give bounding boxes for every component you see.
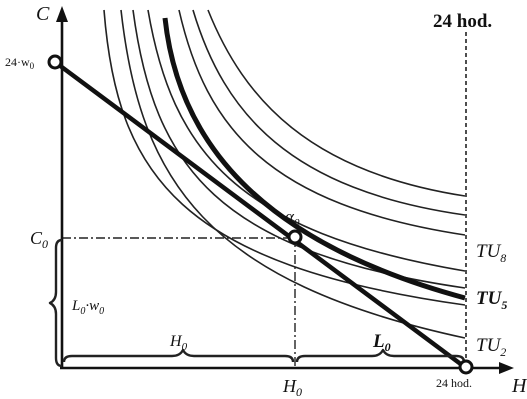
tu5-label: TU5 [476, 288, 507, 312]
indifference-curves [103, 9, 466, 339]
max-consumption-point [47, 54, 63, 70]
optimum-label: α0 [285, 207, 300, 229]
hours-title: 24 hod. [433, 11, 492, 32]
max-consumption-label: 24·w0 [5, 55, 35, 71]
indifference-curve-6 [178, 9, 466, 236]
indifference-curve-2 [120, 9, 466, 339]
indifference-curve-7 [192, 9, 466, 216]
y-axis-arrow [56, 6, 68, 22]
l0-brace [295, 348, 466, 363]
tu8-label: TU8 [476, 241, 506, 265]
indifference-curve-1 [103, 9, 466, 306]
y-axis-label: C [36, 3, 50, 25]
tu2-label: TU2 [476, 335, 506, 359]
max-leisure-point [458, 359, 474, 375]
l0-label: L0 [372, 331, 391, 354]
indifference-curve-3 [132, 9, 466, 289]
indifference-curve-5 [162, 17, 466, 301]
x-end-label: 24 hod. [436, 376, 472, 390]
optimum-point [287, 229, 303, 245]
labor-income-label: L0·w0 [71, 298, 104, 317]
h0-axis-label: H0 [282, 376, 302, 399]
x-axis-label: H [511, 375, 527, 397]
x-axis-arrow [499, 362, 514, 374]
indifference-curve-4 [147, 9, 466, 272]
labor-income-brace [48, 238, 63, 368]
indifference-curve-8 [207, 9, 466, 197]
h0-brace-label: H0 [169, 333, 188, 353]
budget-line [53, 60, 468, 370]
h0-brace [62, 348, 295, 363]
c0-label: C0 [30, 228, 48, 251]
